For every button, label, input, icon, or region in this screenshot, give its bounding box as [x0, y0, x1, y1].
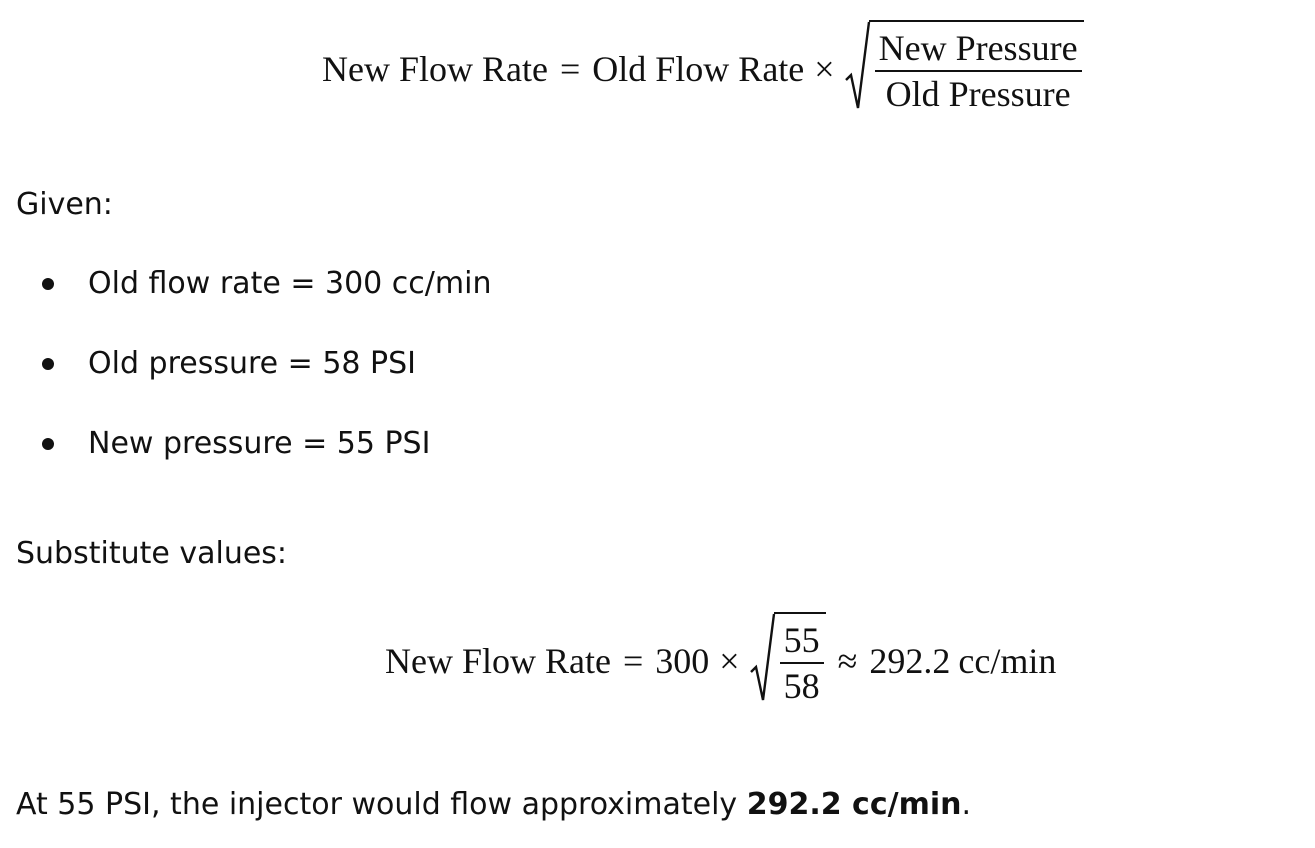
square-root: 55 58	[749, 612, 826, 710]
given-label: Given:	[16, 187, 113, 222]
list-item: Old pressure = 58 PSI	[40, 342, 491, 422]
list-item: Old flow rate = 300 cc/min	[40, 262, 491, 342]
formula-result: 292.2	[869, 641, 951, 681]
list-item-text: Old pressure = 58 PSI	[88, 346, 417, 381]
given-list: Old flow rate = 300 cc/min Old pressure …	[40, 262, 491, 502]
bullet-icon	[42, 438, 54, 450]
formula-term: 300	[655, 641, 710, 681]
radical-sign-icon	[844, 20, 871, 109]
times-sign: ×	[719, 641, 740, 681]
times-sign: ×	[814, 49, 835, 89]
bullet-icon	[42, 278, 54, 290]
conclusion-text: At 55 PSI, the injector would flow appro…	[16, 787, 971, 823]
fraction-denominator: 58	[783, 666, 820, 706]
formula-lhs: New Flow Rate	[385, 641, 611, 681]
conclusion-suffix: .	[961, 787, 972, 822]
conclusion-result: 292.2 cc/min	[746, 787, 962, 822]
list-item-text: Old flow rate = 300 cc/min	[88, 266, 492, 301]
radicand: New Pressure Old Pressure	[870, 20, 1084, 118]
general-formula: New Flow Rate = Old Flow Rate × New Pres…	[322, 20, 1084, 118]
fraction-numerator: New Pressure	[874, 29, 1082, 72]
conclusion-prefix: At 55 PSI, the injector would flow appro…	[16, 787, 747, 822]
formula-unit: cc/min	[958, 641, 1057, 681]
substituted-formula: New Flow Rate = 300 × 55 58 ≈ 292.2 cc/m…	[385, 612, 1056, 710]
pressure-fraction: 55 58	[779, 621, 824, 706]
substitute-label: Substitute values:	[16, 536, 288, 571]
formula-term: Old Flow Rate	[592, 49, 805, 89]
list-item-text: New pressure = 55 PSI	[88, 426, 431, 461]
radicand: 55 58	[775, 612, 826, 710]
pressure-fraction: New Pressure Old Pressure	[874, 29, 1082, 114]
radical-sign-icon	[749, 612, 776, 701]
approx-sign: ≈	[837, 641, 858, 681]
fraction-numerator: 55	[779, 621, 824, 664]
fraction-denominator: Old Pressure	[885, 74, 1071, 114]
equals-sign: =	[622, 641, 644, 681]
formula-lhs: New Flow Rate	[322, 49, 548, 89]
bullet-icon	[42, 358, 54, 370]
equals-sign: =	[559, 49, 581, 89]
list-item: New pressure = 55 PSI	[40, 422, 491, 502]
square-root: New Pressure Old Pressure	[844, 20, 1084, 118]
